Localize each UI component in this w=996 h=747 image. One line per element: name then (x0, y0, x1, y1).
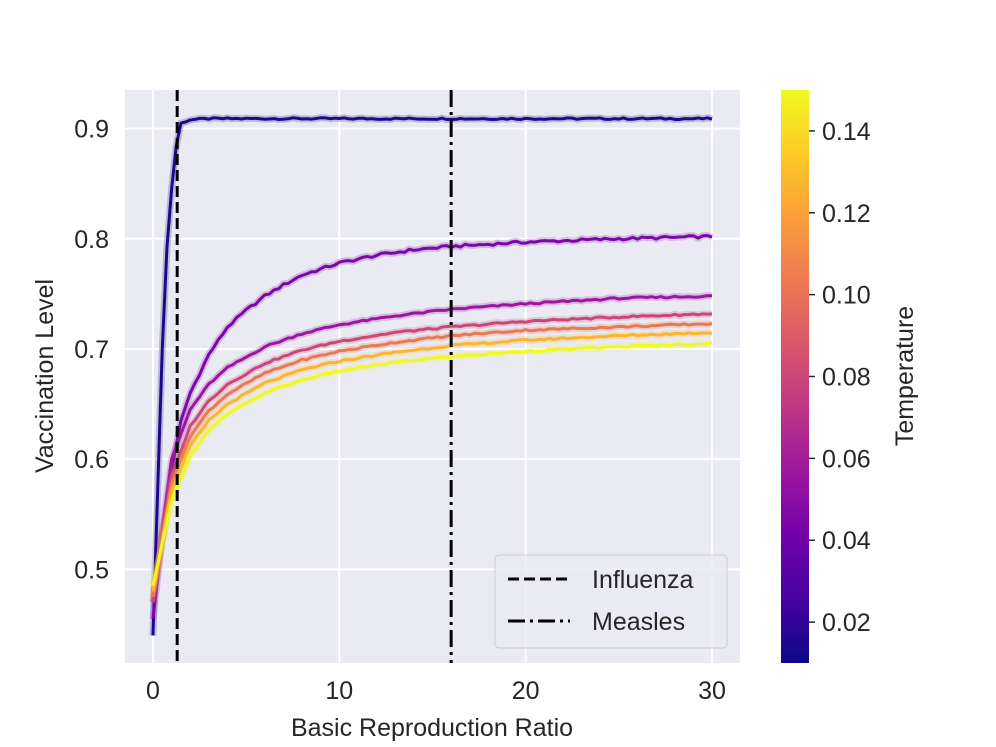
series-line-T=0.12 (151, 331, 713, 592)
reference-lines (175, 90, 453, 663)
y-tick-label: 0.7 (74, 336, 109, 364)
colorbar-gradient (781, 90, 809, 663)
x-tick-label: 0 (146, 677, 160, 705)
colorbar: 0.02 0.04 0.06 0.08 0.10 0.12 0.14 Temperature (781, 90, 919, 663)
y-tick-label: 0.5 (74, 556, 109, 584)
colorbar-label: Temperature (891, 306, 919, 446)
y-tick-label: 0.8 (74, 226, 109, 254)
series-line-T=0.14 (151, 341, 713, 587)
x-tick-label: 20 (512, 677, 540, 705)
x-tick-labels: 0 10 20 30 (146, 677, 726, 705)
series-line-T=0.08 (151, 312, 713, 603)
series-line-T=0.06 (151, 294, 713, 603)
series-line-T=0.01 (151, 116, 713, 636)
colorbar-tick-label: 0.08 (822, 364, 871, 392)
y-tick-label: 0.6 (74, 446, 109, 474)
x-axis-label: Basic Reproduction Ratio (291, 714, 573, 742)
colorbar-tick-label: 0.14 (822, 118, 871, 146)
legend-measles-label: Measles (592, 608, 685, 636)
colorbar-tick-label: 0.02 (822, 609, 871, 637)
legend-influenza-label: Influenza (592, 566, 694, 594)
grid (125, 90, 740, 663)
y-axis-label: Vaccination Level (31, 279, 59, 473)
y-tick-label: 0.9 (74, 116, 109, 144)
legend: Influenza Measles (494, 554, 728, 649)
colorbar-tick-label: 0.04 (822, 527, 871, 555)
x-tick-label: 30 (698, 677, 726, 705)
series-lines (149, 114, 714, 636)
colorbar-tick-label: 0.06 (822, 445, 871, 473)
legend-box (494, 554, 728, 649)
colorbar-ticks: 0.02 0.04 0.06 0.08 0.10 0.12 0.14 (809, 118, 871, 637)
series-line-T=0.04 (151, 234, 713, 620)
series-line-T=0.10 (151, 322, 713, 598)
plot-area (125, 90, 740, 663)
x-tick-label: 10 (325, 677, 353, 705)
colorbar-tick-label: 0.10 (822, 282, 871, 310)
colorbar-tick-label: 0.12 (822, 200, 871, 228)
y-tick-labels: 0.5 0.6 0.7 0.8 0.9 (74, 116, 109, 585)
